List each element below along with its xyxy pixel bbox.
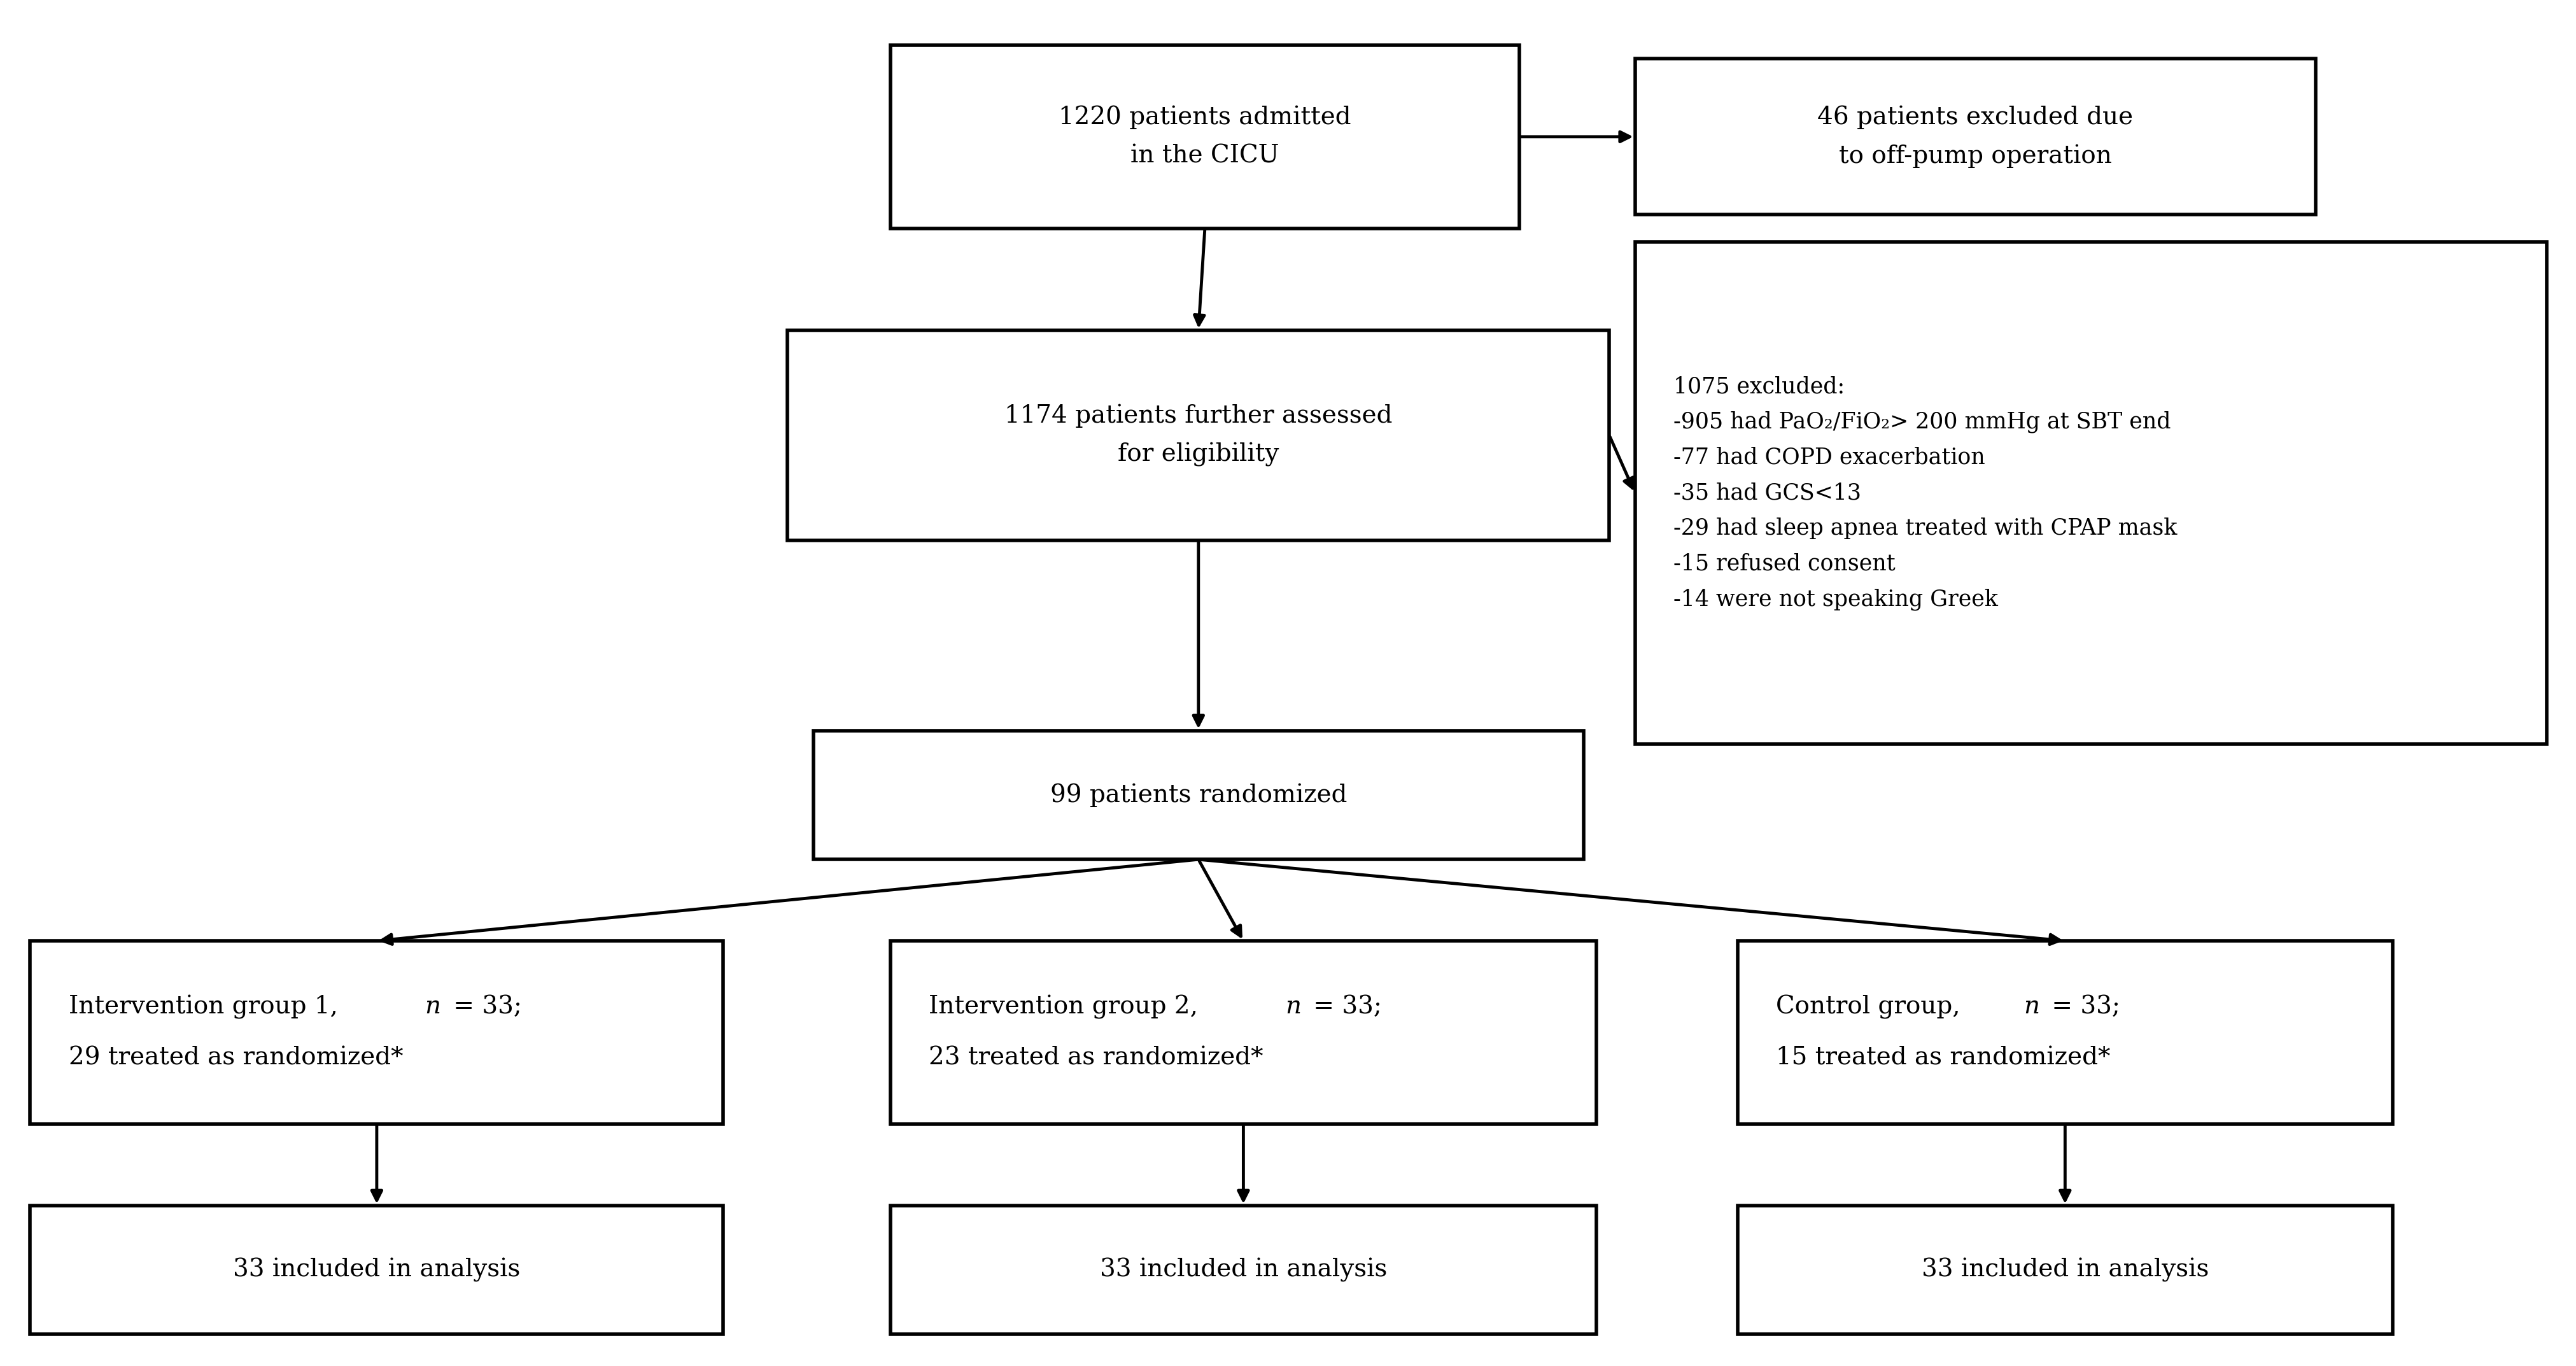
Text: Control group,: Control group,: [1775, 994, 1968, 1019]
FancyBboxPatch shape: [1636, 59, 2316, 214]
FancyBboxPatch shape: [814, 731, 1584, 859]
FancyBboxPatch shape: [1736, 1206, 2393, 1335]
Text: n: n: [1285, 994, 1301, 1019]
Text: 15 treated as randomized*: 15 treated as randomized*: [1775, 1046, 2110, 1070]
FancyBboxPatch shape: [788, 331, 1610, 541]
FancyBboxPatch shape: [1636, 242, 2545, 744]
Text: 23 treated as randomized*: 23 treated as randomized*: [927, 1046, 1262, 1070]
Text: 1174 patients further assessed
for eligibility: 1174 patients further assessed for eligi…: [1005, 404, 1391, 467]
Text: Intervention group 2,: Intervention group 2,: [927, 994, 1206, 1019]
Text: 29 treated as randomized*: 29 treated as randomized*: [70, 1046, 402, 1070]
FancyBboxPatch shape: [891, 941, 1597, 1124]
Text: = 33;: = 33;: [446, 994, 520, 1019]
FancyBboxPatch shape: [31, 1206, 724, 1335]
Text: Intervention group 1,: Intervention group 1,: [70, 994, 345, 1019]
FancyBboxPatch shape: [891, 1206, 1597, 1335]
Text: 1220 patients admitted
in the CICU: 1220 patients admitted in the CICU: [1059, 105, 1350, 168]
Text: 1075 excluded:
-905 had PaO₂/FiO₂> 200 mmHg at SBT end
-77 had COPD exacerbation: 1075 excluded: -905 had PaO₂/FiO₂> 200 m…: [1672, 376, 2177, 611]
Text: 33 included in analysis: 33 included in analysis: [1100, 1258, 1386, 1283]
Text: 99 patients randomized: 99 patients randomized: [1048, 783, 1347, 807]
Text: 33 included in analysis: 33 included in analysis: [232, 1258, 520, 1283]
FancyBboxPatch shape: [1736, 941, 2393, 1124]
Text: = 33;: = 33;: [1306, 994, 1381, 1019]
Text: n: n: [2022, 994, 2038, 1019]
FancyBboxPatch shape: [891, 45, 1520, 228]
Text: 46 patients excluded due
to off-pump operation: 46 patients excluded due to off-pump ope…: [1816, 105, 2133, 168]
Text: 33 included in analysis: 33 included in analysis: [1922, 1258, 2208, 1283]
Text: n: n: [425, 994, 440, 1019]
Text: = 33;: = 33;: [2043, 994, 2120, 1019]
FancyBboxPatch shape: [31, 941, 724, 1124]
